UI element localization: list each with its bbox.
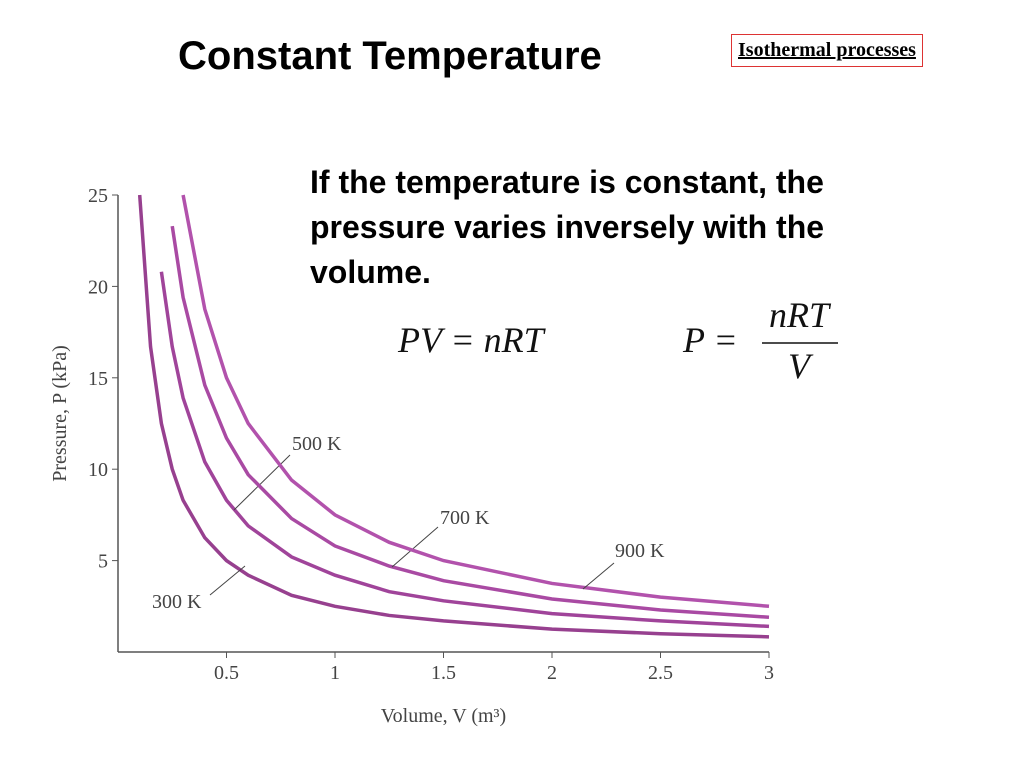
curve xyxy=(159,271,770,629)
numerator: nRT xyxy=(769,295,832,335)
x-tick-label: 1.5 xyxy=(431,662,456,684)
x-tick-label: 0.5 xyxy=(214,662,239,684)
tag: Isothermal processes xyxy=(731,34,923,67)
curve-label: 700 K xyxy=(440,507,490,529)
curve-label: 300 K xyxy=(152,591,202,613)
curve-label: 500 K xyxy=(292,433,342,455)
curve-label: 900 K xyxy=(615,540,665,562)
leader-line xyxy=(209,565,246,596)
x-tick-label: 2 xyxy=(547,662,557,684)
denominator: V xyxy=(788,346,814,386)
curve xyxy=(170,225,770,620)
x-tick-label: 1 xyxy=(330,662,340,684)
x-axis-label: Volume, V (m³) xyxy=(381,705,506,727)
fraction-left: P = xyxy=(682,320,738,360)
leader-line xyxy=(391,526,439,568)
y-tick-label: 15 xyxy=(88,368,108,390)
leader-line xyxy=(582,562,615,590)
y-tick-label: 5 xyxy=(98,551,108,573)
y-axis-label: Pressure, P (kPa) xyxy=(49,345,71,481)
x-tick-label: 2.5 xyxy=(648,662,673,684)
curve xyxy=(137,194,770,639)
y-tick-label: 10 xyxy=(88,459,108,481)
y-tick-label: 25 xyxy=(88,185,108,207)
x-tick-label: 3 xyxy=(764,662,774,684)
slide-title: Constant Temperature xyxy=(178,34,602,78)
y-tick-label: 20 xyxy=(88,276,108,298)
body-text: If the temperature is constant, the pres… xyxy=(310,164,825,290)
equation: PV = nRT xyxy=(397,320,547,360)
curve xyxy=(181,194,770,609)
